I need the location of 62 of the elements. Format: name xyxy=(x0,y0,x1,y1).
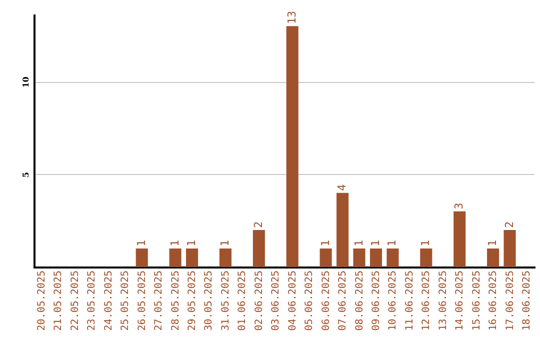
bar xyxy=(420,248,432,267)
bar xyxy=(336,192,349,267)
data-label: 1 xyxy=(218,240,232,246)
x-tick-label: 05.06.2025 xyxy=(304,270,316,331)
data-label: 13 xyxy=(285,10,298,24)
x-tick-label: 04.06.2025 xyxy=(287,270,298,331)
x-tick-label: 25.05.2025 xyxy=(120,270,132,331)
x-tick-label: 06.06.2025 xyxy=(320,270,332,331)
data-label: 2 xyxy=(502,221,516,228)
data-label: 3 xyxy=(452,202,466,210)
bar xyxy=(169,248,182,267)
data-label: 4 xyxy=(336,184,349,191)
bar xyxy=(219,248,232,267)
x-tick-label: 12.06.2025 xyxy=(421,270,432,331)
data-label: 1 xyxy=(368,240,382,246)
x-tick-label: 28.05.2025 xyxy=(170,270,182,331)
x-tick-label: 20.05.2025 xyxy=(36,270,48,331)
data-label: 1 xyxy=(168,240,182,246)
x-tick-label: 10.06.2025 xyxy=(388,270,399,331)
data-label: 1 xyxy=(318,240,332,246)
data-label: 1 xyxy=(419,240,432,246)
data-label: 2 xyxy=(252,221,265,228)
data-label: 1 xyxy=(134,240,148,246)
y-tick-label: 10 xyxy=(20,76,30,88)
bar xyxy=(454,211,466,267)
data-label: 1 xyxy=(486,240,500,246)
x-tick-label: 27.05.2025 xyxy=(154,270,165,331)
bar xyxy=(186,248,198,267)
x-tick-label: 11.06.2025 xyxy=(404,270,416,331)
x-tick-label: 01.06.2025 xyxy=(237,270,248,331)
bar xyxy=(252,230,265,267)
x-tick-label: 13.06.2025 xyxy=(438,270,449,331)
bar xyxy=(136,248,148,267)
data-label: 1 xyxy=(185,240,198,246)
bar xyxy=(320,248,332,267)
x-tick-label: 16.06.2025 xyxy=(488,270,500,331)
x-tick-label: 31.05.2025 xyxy=(220,270,232,331)
bar xyxy=(504,230,516,267)
x-tick-label: 14.06.2025 xyxy=(454,270,466,331)
bar xyxy=(386,248,399,267)
x-tick-label: 24.05.2025 xyxy=(103,270,114,331)
x-tick-label: 29.05.2025 xyxy=(187,270,198,331)
x-tick-label: 30.05.2025 xyxy=(204,270,215,331)
data-label: 1 xyxy=(352,240,366,246)
x-tick-label: 26.05.2025 xyxy=(136,270,148,331)
bar xyxy=(353,248,366,267)
bar xyxy=(487,248,500,267)
x-tick-label: 17.06.2025 xyxy=(504,270,516,331)
x-tick-label: 23.05.2025 xyxy=(86,270,98,331)
y-tick-label: 5 xyxy=(20,172,30,178)
data-label: 1 xyxy=(386,240,399,246)
x-tick-label: 18.06.2025 xyxy=(521,270,532,331)
bar xyxy=(370,248,382,267)
x-tick-label: 03.06.2025 xyxy=(270,270,282,331)
x-tick-label: 07.06.2025 xyxy=(338,270,349,331)
x-tick-label: 15.06.2025 xyxy=(471,270,482,331)
x-tick-label: 22.05.2025 xyxy=(70,270,81,331)
x-tick-label: 08.06.2025 xyxy=(354,270,366,331)
bar xyxy=(286,26,298,267)
x-tick-label: 21.05.2025 xyxy=(53,270,64,331)
x-tick-label: 02.06.2025 xyxy=(254,270,265,331)
x-tick-label: 09.06.2025 xyxy=(370,270,382,331)
